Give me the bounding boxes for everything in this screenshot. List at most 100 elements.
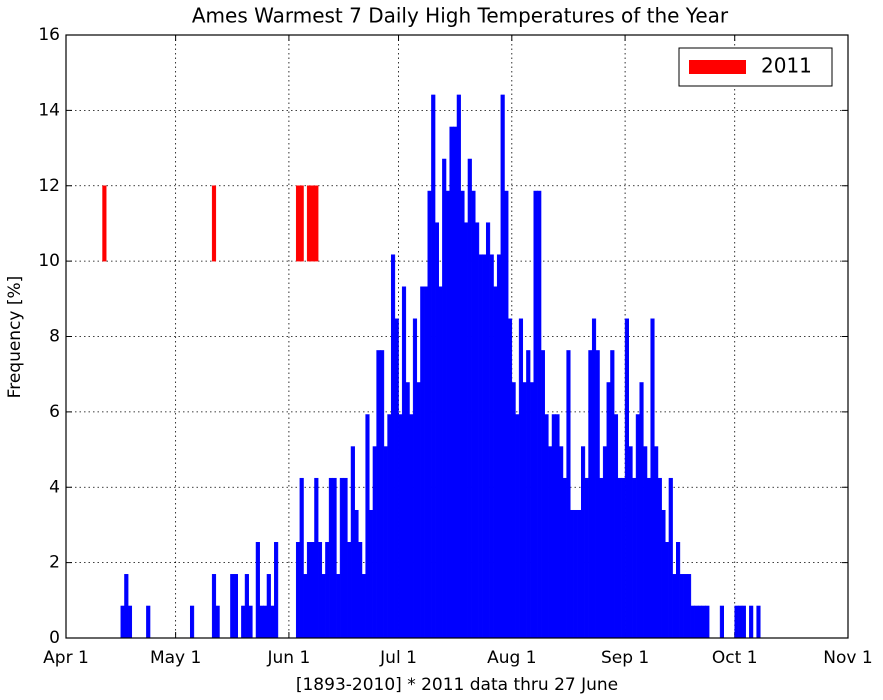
bar: [321, 574, 326, 639]
bar: [518, 318, 524, 639]
bar: [624, 318, 629, 639]
bar: [529, 382, 534, 639]
bar: [591, 318, 597, 639]
bar: [303, 574, 308, 639]
bar: [248, 605, 253, 639]
bar: [233, 574, 238, 639]
bar: [189, 605, 195, 639]
bar: [650, 318, 655, 639]
bar: [263, 605, 268, 639]
x-tick-label: Oct 1: [712, 648, 758, 668]
bar: [657, 477, 662, 639]
bar: [420, 286, 425, 639]
bar: [676, 542, 681, 639]
x-axis-label: [1893-2010] * 2011 data thru 27 June: [296, 675, 618, 695]
bar: [504, 190, 509, 639]
bar: [489, 254, 494, 639]
x-tick-label: Jun 1: [267, 648, 311, 668]
bar: [127, 605, 133, 639]
bar: [496, 254, 502, 639]
bar: [270, 605, 275, 639]
bar: [310, 542, 315, 639]
bar: [354, 509, 359, 639]
bar: [438, 286, 443, 639]
bar: [405, 382, 410, 639]
bar: [540, 350, 545, 639]
bar: [467, 158, 472, 639]
bar: [555, 414, 560, 639]
y-tick-label: 10: [38, 251, 60, 271]
bar: [719, 605, 725, 639]
bar: [694, 605, 699, 639]
bar: [380, 350, 385, 639]
bar: [643, 446, 648, 639]
bar: [570, 509, 575, 639]
bar: [295, 185, 301, 262]
bar: [646, 477, 651, 639]
bar: [255, 542, 260, 639]
bar: [686, 574, 692, 639]
bar: [500, 94, 505, 639]
bar: [511, 382, 516, 639]
x-tick-label: Apr 1: [43, 648, 89, 668]
bar: [548, 446, 553, 639]
bar: [230, 574, 235, 639]
bar: [756, 605, 761, 639]
bar: [211, 185, 217, 262]
bar: [639, 382, 644, 639]
bar: [654, 446, 659, 639]
bar: [434, 222, 439, 639]
bar: [339, 477, 344, 639]
plot-frame: [65, 34, 849, 639]
bar: [665, 542, 670, 639]
bar: [613, 414, 619, 639]
bar: [102, 185, 107, 262]
bar: [493, 286, 498, 639]
bar: [325, 542, 330, 639]
bar: [317, 542, 323, 639]
bar: [358, 542, 363, 639]
bar: [471, 190, 476, 639]
bar: [401, 286, 407, 639]
bar: [551, 414, 556, 639]
bar: [390, 254, 396, 639]
bar: [661, 509, 666, 639]
x-tick-label: Nov 1: [823, 648, 872, 668]
bar: [526, 350, 531, 639]
bar: [617, 477, 622, 639]
bar: [332, 477, 337, 639]
bar: [266, 574, 271, 639]
bar: [485, 222, 491, 639]
bar: [460, 190, 465, 639]
legend-swatch: [689, 60, 746, 74]
bar: [464, 222, 469, 639]
bar: [398, 414, 403, 639]
bar: [690, 605, 695, 639]
bar: [445, 190, 450, 639]
bar: [412, 318, 418, 639]
y-tick-label: 14: [38, 100, 60, 120]
bar: [741, 605, 746, 639]
bar: [120, 605, 125, 639]
bar: [343, 477, 348, 639]
x-tick-label: Jul 1: [379, 648, 417, 668]
bar: [672, 574, 677, 639]
bar: [577, 509, 582, 639]
bar: [295, 542, 301, 639]
bar: [533, 190, 538, 639]
bar: [588, 350, 593, 639]
bar: [453, 126, 458, 639]
bar: [697, 605, 703, 639]
bar: [562, 477, 567, 639]
bar: [361, 574, 366, 639]
bar: [475, 222, 480, 639]
bar: [244, 574, 249, 639]
bar: [621, 477, 626, 639]
y-tick-label: 16: [38, 25, 60, 45]
x-tick-label: May 1: [150, 648, 201, 668]
bar: [701, 605, 706, 639]
bar: [679, 574, 684, 639]
bar: [734, 605, 739, 639]
bar: [610, 350, 615, 639]
bar: [449, 126, 454, 639]
